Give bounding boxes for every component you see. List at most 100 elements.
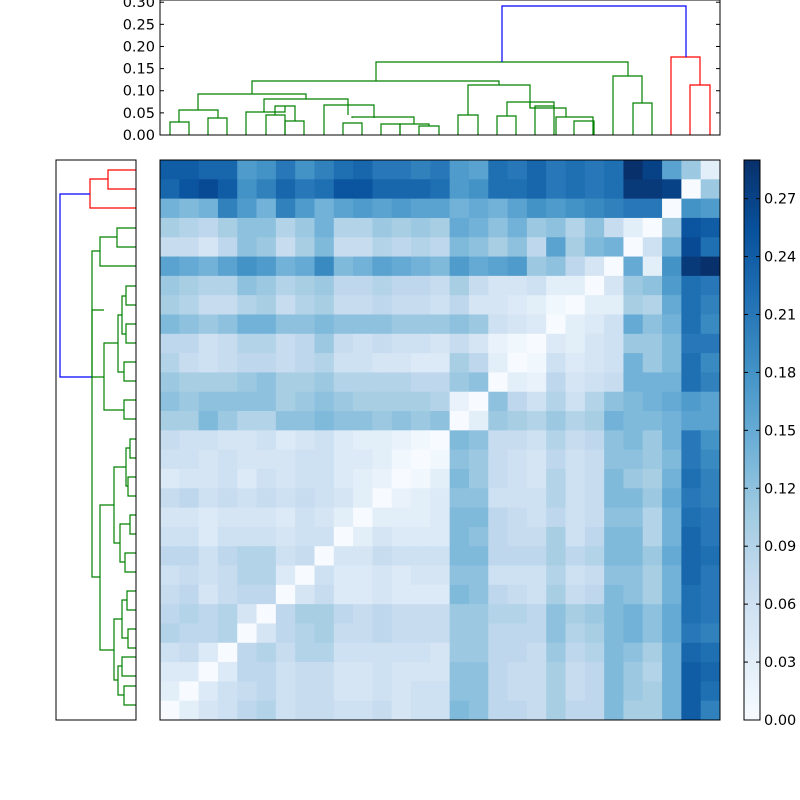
heatmap-cell <box>391 430 412 451</box>
heatmap-cell <box>411 700 431 721</box>
heatmap-cell <box>295 237 315 257</box>
heatmap-cell <box>256 198 277 219</box>
heatmap-cell <box>468 681 489 702</box>
heatmap-cell <box>295 468 315 489</box>
heatmap-cell <box>565 237 586 257</box>
heatmap-cell <box>468 488 489 508</box>
heatmap-cell <box>681 333 702 354</box>
heatmap-cell <box>662 662 682 682</box>
heatmap-cell <box>565 507 586 528</box>
heatmap-cell <box>179 565 200 586</box>
heatmap-cell <box>217 353 238 373</box>
heatmap-cell <box>623 333 644 354</box>
heatmap-cell <box>430 198 451 219</box>
heatmap-cell <box>237 217 257 238</box>
heatmap-cell <box>198 623 219 644</box>
heatmap-cell <box>468 314 489 335</box>
heatmap-cell <box>700 546 721 566</box>
heatmap-cell <box>546 584 566 605</box>
top-dendrogram-link <box>418 125 440 135</box>
heatmap-cell <box>642 372 663 393</box>
top-dendrogram-link <box>323 104 375 135</box>
heatmap-cell <box>372 449 393 470</box>
heatmap-cell <box>372 160 393 180</box>
heatmap-cell <box>372 275 393 296</box>
top-dendrogram-link <box>457 114 479 135</box>
heatmap-cell <box>256 430 277 451</box>
heatmap-cell <box>411 507 431 528</box>
heatmap-cell <box>468 526 489 547</box>
heatmap-cell <box>179 488 200 508</box>
heatmap-cell <box>295 507 315 528</box>
heatmap-cell <box>160 372 180 393</box>
heatmap-cell <box>565 314 586 335</box>
heatmap-cell <box>546 468 566 489</box>
heatmap-cell <box>662 449 682 470</box>
heatmap-cell <box>256 391 277 412</box>
heatmap-cell <box>565 333 586 354</box>
heatmap-cell <box>430 681 451 702</box>
heatmap-cell <box>160 256 180 277</box>
heatmap-cell <box>584 372 605 393</box>
heatmap-cell <box>584 700 605 721</box>
heatmap-cell <box>507 604 528 624</box>
heatmap-cell <box>449 411 470 431</box>
heatmap-cell <box>198 391 219 412</box>
heatmap-cell <box>333 314 354 335</box>
heatmap-cell <box>681 681 702 702</box>
heatmap-cell <box>642 449 663 470</box>
heatmap-cell <box>391 198 412 219</box>
heatmap-cell <box>295 198 315 219</box>
heatmap-cell <box>198 468 219 489</box>
heatmap-cell <box>372 642 393 663</box>
heatmap-cell <box>468 565 489 586</box>
heatmap-cell <box>565 449 586 470</box>
heatmap-cell <box>642 198 663 219</box>
heatmap-cell <box>353 507 373 528</box>
top-dendrogram-links <box>169 5 711 135</box>
heatmap-cell <box>411 449 431 470</box>
heatmap-cell <box>546 275 566 296</box>
heatmap-cell <box>256 526 277 547</box>
heatmap-cell <box>275 526 296 547</box>
heatmap-cell <box>411 411 431 431</box>
top-dendrogram-link <box>496 115 517 135</box>
heatmap-cell <box>353 488 373 508</box>
heatmap-cell <box>353 198 373 219</box>
heatmap-cell <box>237 507 257 528</box>
heatmap-cell <box>256 314 277 335</box>
top-dendrogram-link <box>501 5 687 62</box>
heatmap-cell <box>256 295 277 315</box>
heatmap-cell <box>662 430 682 451</box>
heatmap-cell <box>449 314 470 335</box>
heatmap-cell <box>295 160 315 180</box>
heatmap-cell <box>411 546 431 566</box>
heatmap-cell <box>372 488 393 508</box>
heatmap-cell <box>314 700 335 721</box>
heatmap-cell <box>604 333 624 354</box>
heatmap-cell <box>546 333 566 354</box>
heatmap-cell <box>700 295 721 315</box>
heatmap-cell <box>353 526 373 547</box>
heatmap-cell <box>160 179 180 200</box>
heatmap-cell <box>488 526 508 547</box>
heatmap-cell <box>700 526 721 547</box>
heatmap-cell <box>333 160 354 180</box>
heatmap-cell <box>179 623 200 644</box>
top-dendrogram-link <box>284 120 305 135</box>
heatmap-cell <box>604 526 624 547</box>
heatmap-cell <box>430 353 451 373</box>
heatmap-cell <box>391 662 412 682</box>
left-dendrogram-link <box>124 552 136 573</box>
heatmap-cell <box>507 565 528 586</box>
heatmap-cell <box>160 160 180 180</box>
heatmap-cell <box>700 430 721 451</box>
heatmap-cell <box>353 295 373 315</box>
heatmap-cell <box>604 198 624 219</box>
heatmap-cell <box>681 507 702 528</box>
heatmap-cell <box>642 700 663 721</box>
heatmap-cell <box>546 295 566 315</box>
heatmap-cell <box>430 333 451 354</box>
heatmap-cell <box>353 642 373 663</box>
heatmap-cell <box>353 217 373 238</box>
